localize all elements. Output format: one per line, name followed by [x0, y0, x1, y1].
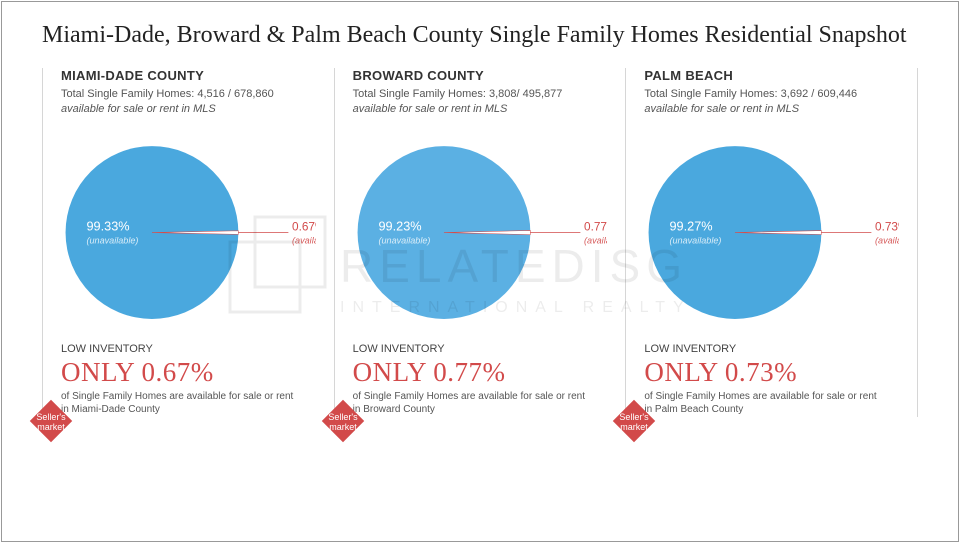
diamond-line1: Seller's	[36, 412, 66, 422]
diamond-line1: Seller's	[620, 412, 650, 422]
only-value: 0.73%	[725, 357, 797, 387]
pct-unavailable-sub: (unavailable)	[378, 235, 430, 245]
pct-available-sub: (available)	[584, 235, 608, 245]
county-panel-broward: BROWARD COUNTY Total Single Family Homes…	[334, 68, 626, 417]
only-value: 0.67%	[142, 357, 214, 387]
county-footnote: of Single Family Homes are available for…	[61, 390, 301, 417]
only-word: ONLY	[353, 357, 426, 387]
pie-chart: 99.33% (unavailable) 0.67% (available)	[61, 123, 316, 333]
only-percent: ONLY 0.77%	[353, 357, 608, 388]
totals-prefix: Total Single Family Homes:	[353, 88, 489, 100]
totals-prefix: Total Single Family Homes:	[644, 88, 780, 100]
county-totals: Total Single Family Homes: 4,516 / 678,8…	[61, 87, 316, 117]
only-word: ONLY	[644, 357, 717, 387]
county-name: BROWARD COUNTY	[353, 68, 608, 83]
pct-unavailable: 99.33%	[86, 218, 129, 233]
sellers-market-badge: Seller's market	[608, 395, 660, 447]
county-totals: Total Single Family Homes: 3,808/ 495,87…	[353, 87, 608, 117]
sellers-market-badge: Seller's market	[25, 395, 77, 447]
panels-row: MIAMI-DADE COUNTY Total Single Family Ho…	[42, 68, 918, 417]
pie-chart: 99.27% (unavailable) 0.73% (available)	[644, 123, 899, 333]
diamond-line2: market	[37, 422, 65, 432]
pct-unavailable-sub: (unavailable)	[670, 235, 722, 245]
diamond-line1: Seller's	[328, 412, 358, 422]
pct-unavailable: 99.23%	[378, 218, 421, 233]
county-footnote: of Single Family Homes are available for…	[644, 390, 884, 417]
diamond-line2: market	[329, 422, 357, 432]
county-footnote: of Single Family Homes are available for…	[353, 390, 593, 417]
pct-available-sub: (available)	[875, 235, 899, 245]
only-word: ONLY	[61, 357, 134, 387]
totals-value: 4,516 / 678,860	[197, 88, 273, 100]
totals-subline: available for sale or rent in MLS	[644, 102, 899, 117]
pct-available: 0.77%	[584, 219, 608, 233]
totals-value: 3,692 / 609,446	[781, 88, 857, 100]
county-panel-palm-beach: PALM BEACH Total Single Family Homes: 3,…	[625, 68, 918, 417]
totals-prefix: Total Single Family Homes:	[61, 88, 197, 100]
sellers-market-badge: Seller's market	[317, 395, 369, 447]
pct-unavailable-sub: (unavailable)	[86, 235, 138, 245]
totals-subline: available for sale or rent in MLS	[353, 102, 608, 117]
only-percent: ONLY 0.73%	[644, 357, 899, 388]
totals-value: 3,808/ 495,877	[489, 88, 562, 100]
pie-chart: 99.23% (unavailable) 0.77% (available)	[353, 123, 608, 333]
county-name: MIAMI-DADE COUNTY	[61, 68, 316, 83]
page-title: Miami-Dade, Broward & Palm Beach County …	[42, 20, 918, 50]
low-inventory-label: LOW INVENTORY	[353, 343, 608, 355]
diamond-line2: market	[621, 422, 649, 432]
totals-subline: available for sale or rent in MLS	[61, 102, 316, 117]
only-value: 0.77%	[433, 357, 505, 387]
pct-available: 0.73%	[875, 219, 899, 233]
county-name: PALM BEACH	[644, 68, 899, 83]
low-inventory-label: LOW INVENTORY	[61, 343, 316, 355]
low-inventory-label: LOW INVENTORY	[644, 343, 899, 355]
only-percent: ONLY 0.67%	[61, 357, 316, 388]
pct-available-sub: (available)	[292, 235, 316, 245]
report-page: Miami-Dade, Broward & Palm Beach County …	[1, 1, 959, 542]
county-panel-miami-dade: MIAMI-DADE COUNTY Total Single Family Ho…	[42, 68, 334, 417]
pct-unavailable: 99.27%	[670, 218, 713, 233]
pct-available: 0.67%	[292, 219, 316, 233]
county-totals: Total Single Family Homes: 3,692 / 609,4…	[644, 87, 899, 117]
